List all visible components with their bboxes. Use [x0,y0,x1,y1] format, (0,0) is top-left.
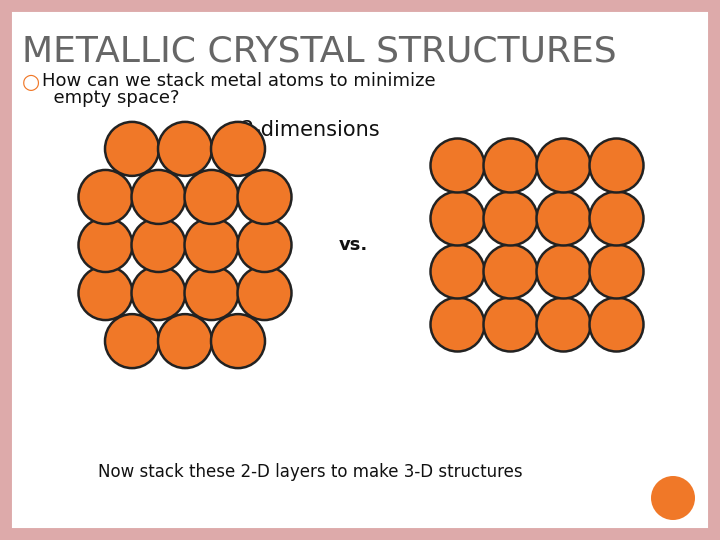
Circle shape [78,266,132,320]
Circle shape [184,170,238,224]
Circle shape [78,218,132,272]
Circle shape [211,314,265,368]
Circle shape [132,218,186,272]
Circle shape [238,218,292,272]
Circle shape [536,192,590,246]
Circle shape [590,298,644,352]
Circle shape [105,314,159,368]
Circle shape [132,170,186,224]
Text: vs.: vs. [338,236,368,254]
Circle shape [105,122,159,176]
Circle shape [184,266,238,320]
Circle shape [184,218,238,272]
Circle shape [431,245,485,299]
Circle shape [158,314,212,368]
Circle shape [238,266,292,320]
Circle shape [431,298,485,352]
Text: ○: ○ [22,72,40,92]
Circle shape [431,138,485,192]
Circle shape [536,138,590,192]
Circle shape [590,138,644,192]
Circle shape [484,298,538,352]
Circle shape [238,170,292,224]
Circle shape [590,245,644,299]
Circle shape [484,192,538,246]
Circle shape [211,122,265,176]
Circle shape [484,138,538,192]
Circle shape [536,298,590,352]
Text: METALLIC CRYSTAL STRUCTURES: METALLIC CRYSTAL STRUCTURES [22,35,616,69]
Circle shape [651,476,695,520]
Text: 2-dimensions: 2-dimensions [240,120,380,140]
Text: empty space?: empty space? [42,89,179,107]
Circle shape [158,122,212,176]
Circle shape [78,170,132,224]
Text: How can we stack metal atoms to minimize: How can we stack metal atoms to minimize [42,72,436,90]
Circle shape [590,192,644,246]
Circle shape [484,245,538,299]
Circle shape [536,245,590,299]
Circle shape [132,266,186,320]
Text: Now stack these 2-D layers to make 3-D structures: Now stack these 2-D layers to make 3-D s… [98,463,522,481]
Circle shape [431,192,485,246]
